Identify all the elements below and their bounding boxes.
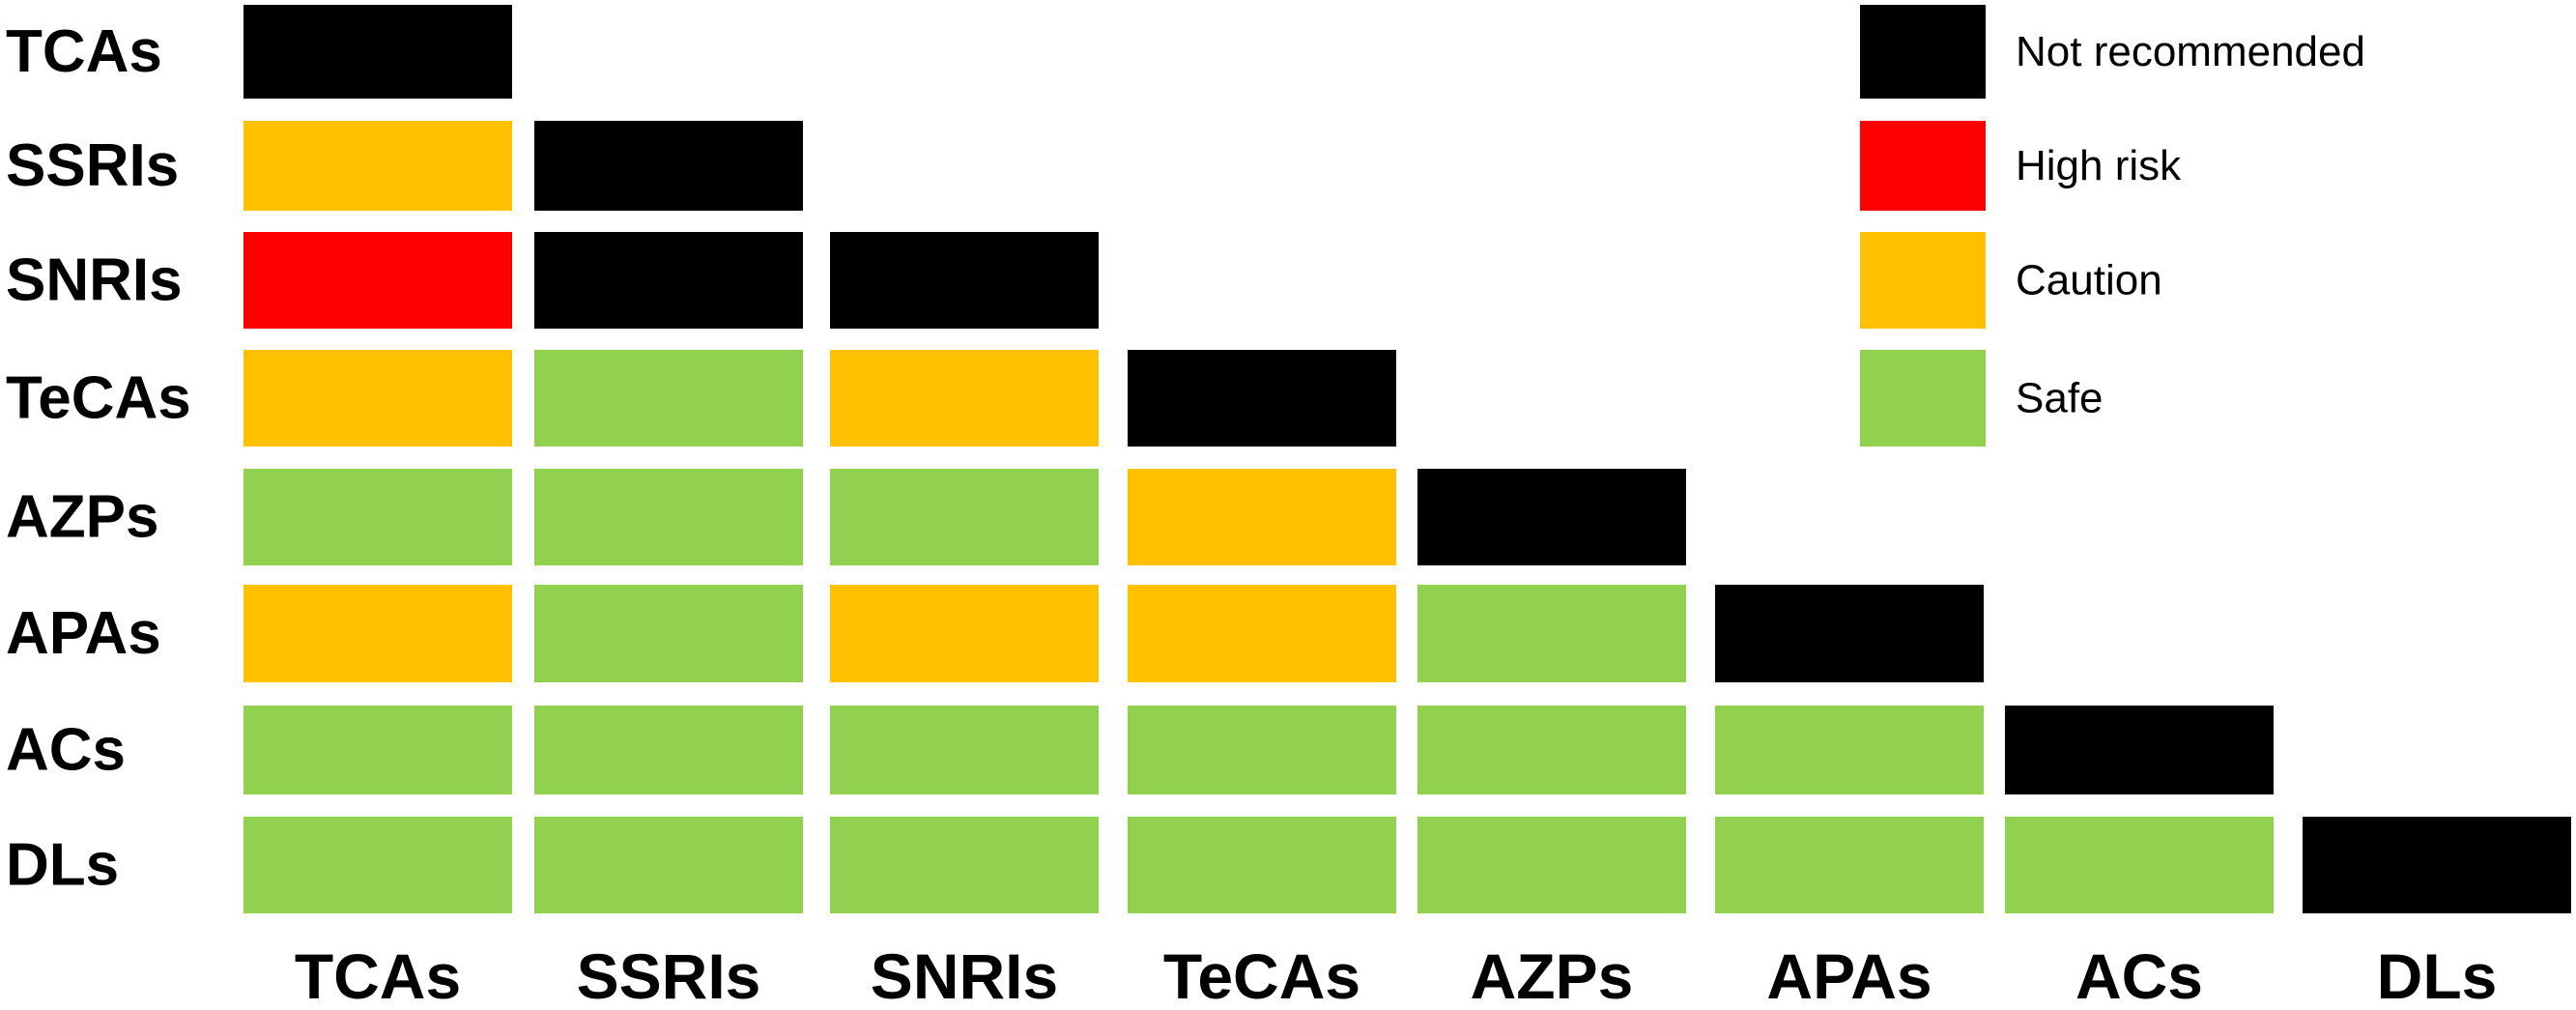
cell-dls-ssris <box>534 817 803 913</box>
cell-snris-tcas <box>243 232 512 329</box>
column-label-azps: AZPs <box>1471 940 1634 1010</box>
legend-swatch-not-recommended <box>1860 5 1986 99</box>
row-label-dls: DLs <box>6 832 119 899</box>
cell-ssris-tcas <box>243 121 512 211</box>
cell-dls-tecas <box>1128 817 1396 913</box>
row-label-ssris: SSRIs <box>6 132 179 199</box>
cell-acs-azps <box>1417 706 1686 794</box>
cell-acs-ssris <box>534 706 803 794</box>
cell-acs-apas <box>1715 706 1984 794</box>
column-label-dls: DLs <box>2377 940 2498 1010</box>
heatmap-cells <box>243 5 2571 913</box>
legend-swatch-high-risk <box>1860 121 1986 211</box>
row-label-snris: SNRIs <box>6 247 183 314</box>
cell-dls-tcas <box>243 817 512 913</box>
cell-tecas-ssris <box>534 350 803 447</box>
cell-azps-azps <box>1417 469 1686 565</box>
cell-tecas-tcas <box>243 350 512 447</box>
cell-dls-azps <box>1417 817 1686 913</box>
column-labels: TCAs SSRIs SNRIs TeCAs AZPs APAs ACs DLs <box>295 940 2498 1010</box>
column-label-ssris: SSRIs <box>577 940 761 1010</box>
cell-apas-ssris <box>534 585 803 682</box>
legend: Not recommended High risk Caution Safe <box>1860 5 2365 447</box>
legend-label-caution: Caution <box>2016 257 2162 304</box>
cell-azps-ssris <box>534 469 803 565</box>
row-label-acs: ACs <box>6 717 126 784</box>
cell-tcas-tcas <box>243 5 512 99</box>
legend-label-not-recommended: Not recommended <box>2016 28 2365 75</box>
cell-azps-tcas <box>243 469 512 565</box>
cell-dls-dls <box>2303 817 2571 913</box>
cell-apas-azps <box>1417 585 1686 682</box>
cell-tecas-tecas <box>1128 350 1396 447</box>
column-label-tcas: TCAs <box>295 940 461 1010</box>
cell-acs-snris <box>830 706 1099 794</box>
cell-dls-acs <box>2005 817 2274 913</box>
column-label-snris: SNRIs <box>871 940 1058 1010</box>
cell-tecas-snris <box>830 350 1099 447</box>
cell-azps-snris <box>830 469 1099 565</box>
cell-acs-tecas <box>1128 706 1396 794</box>
cell-azps-tecas <box>1128 469 1396 565</box>
cell-dls-apas <box>1715 817 1984 913</box>
cell-apas-snris <box>830 585 1099 682</box>
cell-dls-snris <box>830 817 1099 913</box>
legend-swatch-safe <box>1860 350 1986 447</box>
column-label-tecas: TeCAs <box>1163 940 1360 1010</box>
row-label-apas: APAs <box>6 600 161 667</box>
row-label-tcas: TCAs <box>6 18 162 85</box>
column-label-acs: ACs <box>2075 940 2203 1010</box>
cell-apas-tecas <box>1128 585 1396 682</box>
cell-acs-acs <box>2005 706 2274 794</box>
row-labels: TCAs SSRIs SNRIs TeCAs AZPs APAs ACs DLs <box>6 18 191 899</box>
cell-apas-apas <box>1715 585 1984 682</box>
legend-swatch-caution <box>1860 232 1986 329</box>
column-label-apas: APAs <box>1766 940 1932 1010</box>
cell-apas-tcas <box>243 585 512 682</box>
cell-ssris-ssris <box>534 121 803 211</box>
legend-label-safe: Safe <box>2016 375 2104 422</box>
row-label-azps: AZPs <box>6 484 158 551</box>
legend-label-high-risk: High risk <box>2016 142 2182 189</box>
cell-acs-tcas <box>243 706 512 794</box>
row-label-tecas: TeCAs <box>6 365 191 432</box>
cell-snris-ssris <box>534 232 803 329</box>
cell-snris-snris <box>830 232 1099 329</box>
